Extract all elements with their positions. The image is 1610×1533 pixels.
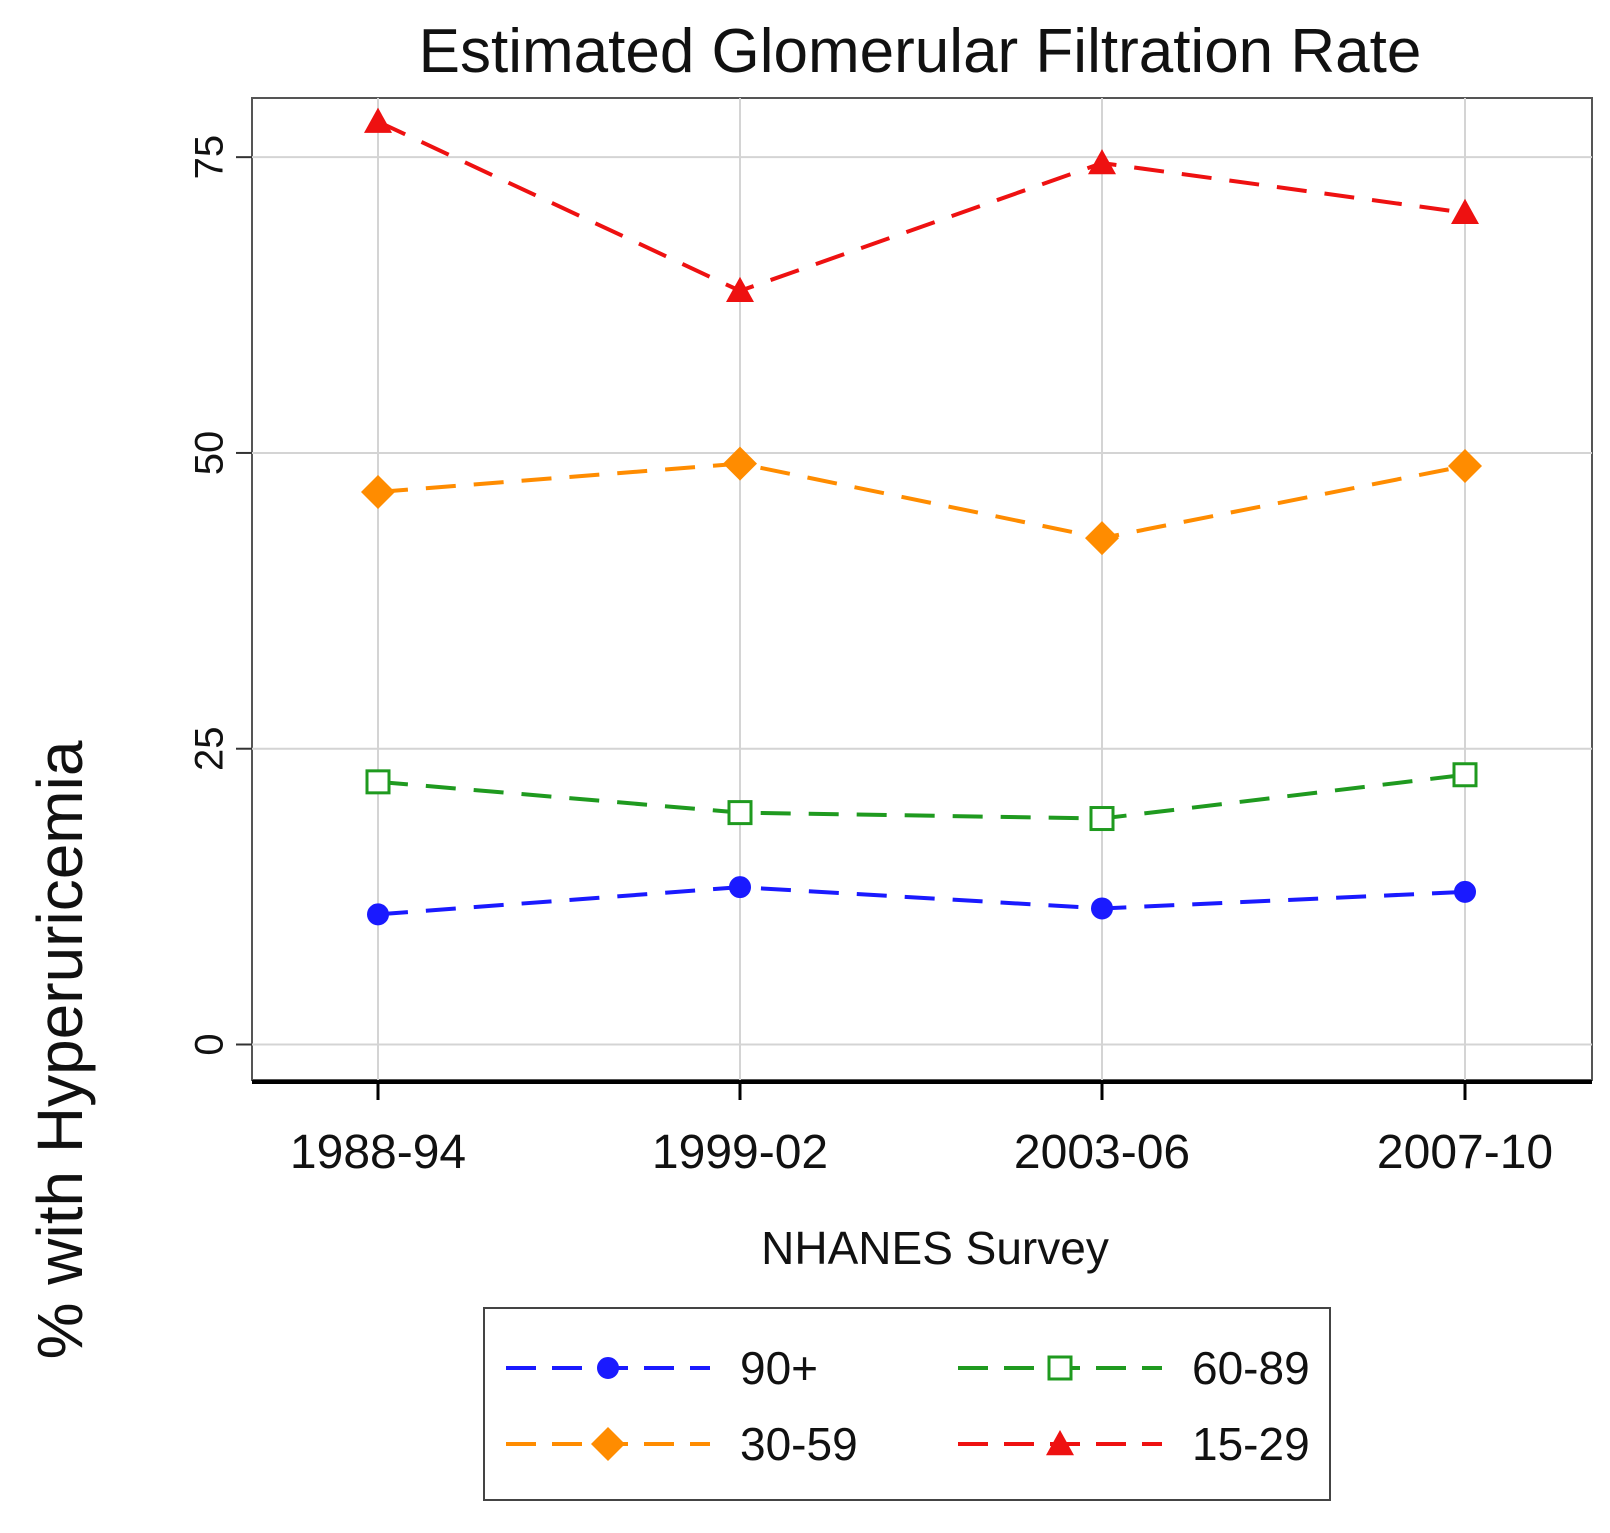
legend-marker	[1046, 1430, 1074, 1456]
data-point	[1448, 448, 1482, 483]
legend-label: 30-59	[740, 1418, 858, 1470]
data-point	[1085, 521, 1119, 556]
legend-label: 90+	[740, 1342, 818, 1394]
x-tick-label: 1988-94	[290, 1126, 466, 1179]
series-90+	[367, 876, 1476, 926]
y-tick-label: 50	[188, 431, 232, 476]
series-line	[377, 772, 1466, 821]
legend-marker	[1047, 1355, 1073, 1381]
plot-frame	[251, 97, 1593, 1081]
data-point	[1089, 806, 1115, 832]
series-30-59	[361, 446, 1482, 556]
legend-marker	[597, 1357, 619, 1379]
legend-item-90+: 90+	[506, 1342, 818, 1394]
y-tick-label: 75	[188, 135, 232, 180]
series-line	[377, 885, 1466, 917]
data-point	[1091, 897, 1113, 920]
data-point	[1088, 149, 1116, 175]
series-60-89	[365, 762, 1478, 832]
x-tick-label: 2003-06	[1014, 1126, 1190, 1179]
y-axis-title: % with Hyperuricemia	[24, 740, 96, 1359]
x-tick-label: 1999-02	[652, 1126, 828, 1179]
plot-area: 0 25 50 75 1988-94 1999-02 2003-06 2007-10	[188, 97, 1593, 1179]
legend-item-30-59: 30-59	[506, 1418, 858, 1470]
legend-box	[483, 1307, 1331, 1501]
chart-title: Estimated Glomerular Filtration Rate	[419, 17, 1422, 86]
data-point	[365, 769, 391, 795]
data-point	[364, 107, 392, 133]
data-point	[723, 446, 757, 481]
data-point	[1451, 198, 1479, 224]
x-axis-ticks: 1988-94 1999-02 2003-06 2007-10	[290, 1082, 1553, 1179]
y-tick-label: 0	[188, 1033, 232, 1055]
legend-label: 15-29	[1192, 1418, 1310, 1470]
data-point	[726, 276, 754, 303]
data-point	[1452, 762, 1478, 788]
legend-marker	[591, 1427, 625, 1461]
series-15-29	[364, 107, 1479, 303]
y-axis-ticks: 0 25 50 75	[188, 135, 252, 1056]
series-line	[377, 119, 1466, 294]
legend: 90+ 60-89 30-59 15-29	[483, 1307, 1331, 1501]
x-tick-label: 2007-10	[1377, 1126, 1553, 1179]
legend-item-60-89: 60-89	[958, 1342, 1310, 1394]
data-point	[367, 903, 389, 926]
series-layer	[361, 107, 1482, 926]
legend-item-15-29: 15-29	[958, 1418, 1310, 1470]
data-point	[727, 800, 753, 826]
series-line	[377, 461, 1466, 541]
x-axis-title: NHANES Survey	[761, 1222, 1109, 1274]
data-point	[729, 876, 751, 899]
data-point	[361, 474, 395, 509]
y-tick-label: 25	[188, 726, 232, 771]
data-point	[1454, 880, 1476, 903]
legend-label: 60-89	[1192, 1342, 1310, 1394]
grid-lines	[252, 98, 1592, 1080]
